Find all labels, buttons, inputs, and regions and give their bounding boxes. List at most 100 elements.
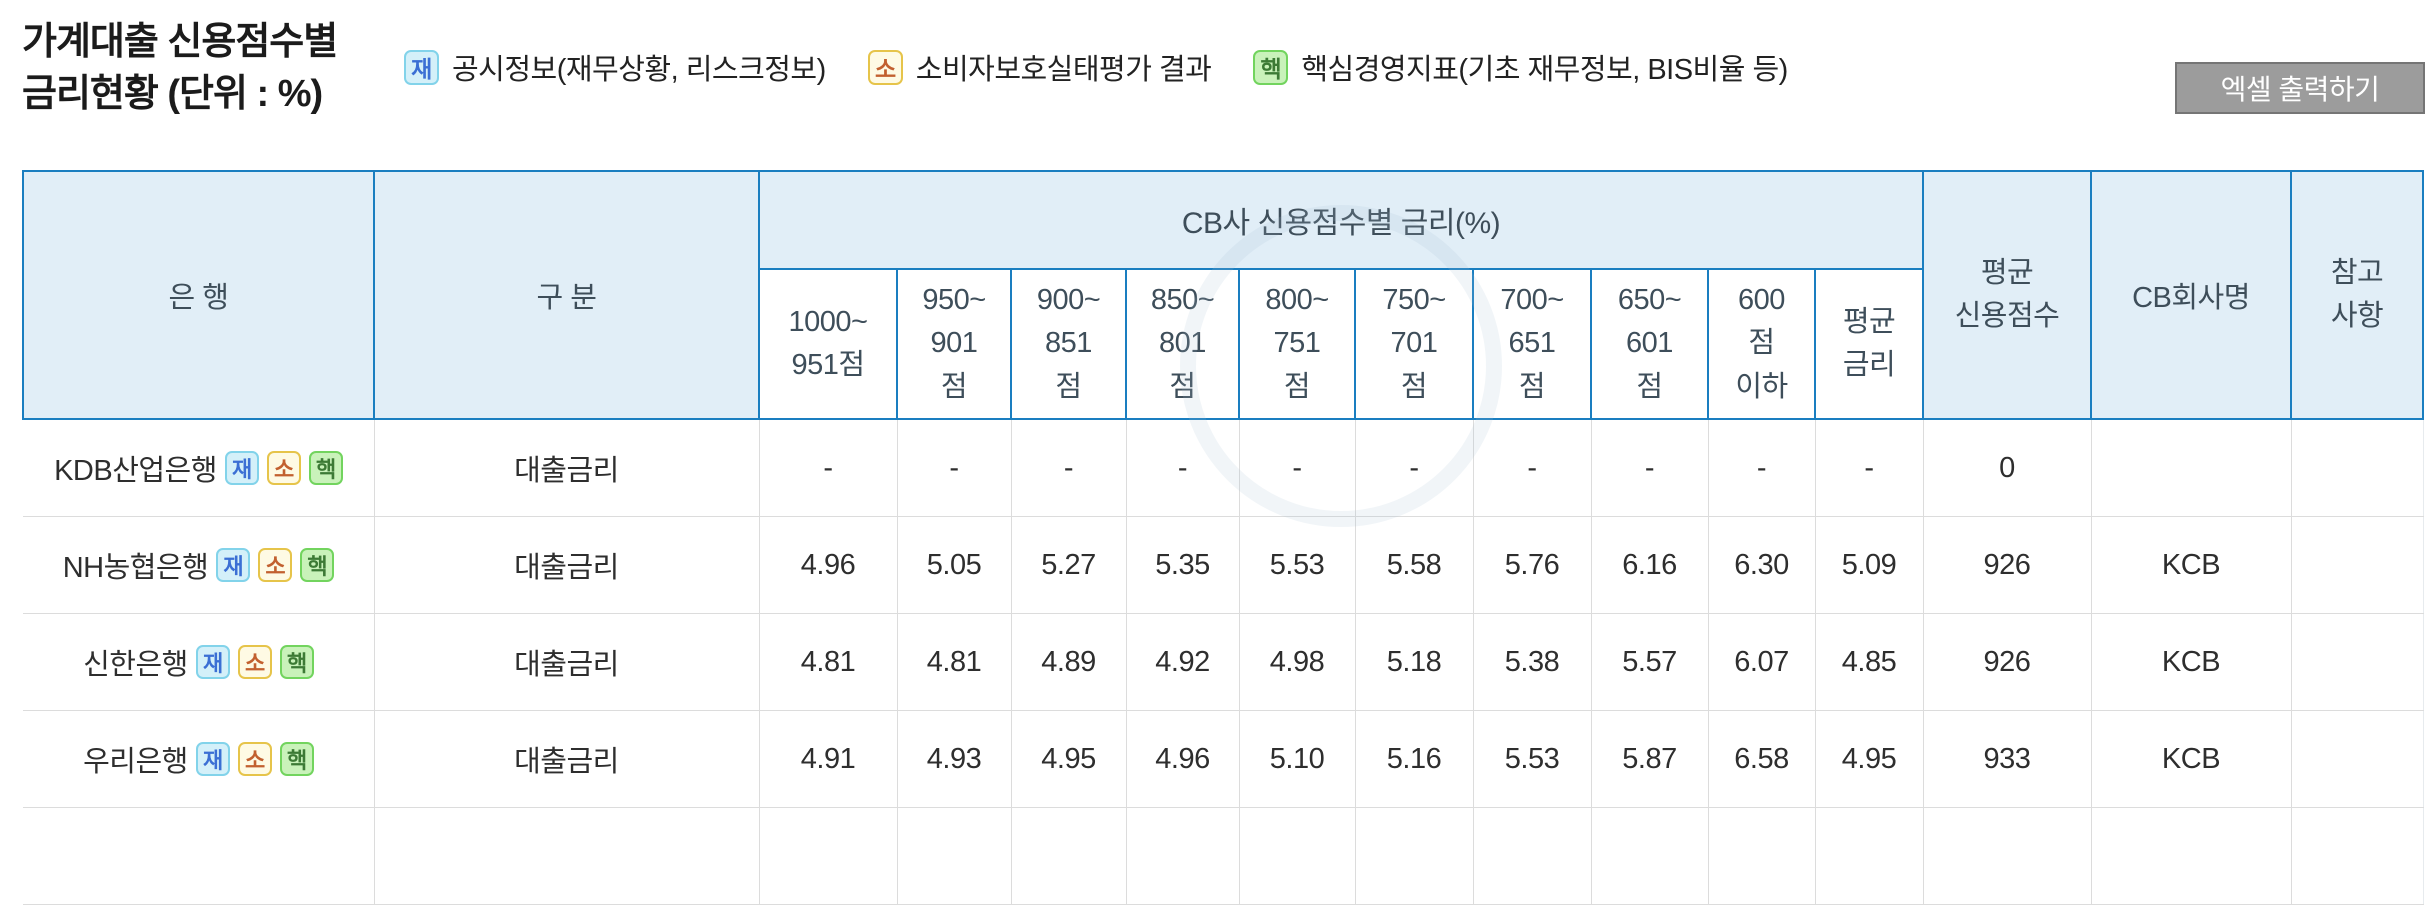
bank-name: 우리은행 (83, 746, 188, 778)
bank-badge-consumer-protection-icon[interactable]: 소 (266, 451, 301, 485)
table-header-score-row: 1000~ 951점 950~ 901 점 900~ 851 점 850~ 801 점… (23, 268, 2423, 420)
legend-item: 소 소비자보호실태평가 결과 (867, 46, 1212, 88)
table-row: 우리은행 재 소 핵 대출금리 4.91 4.93 4.95 4.96 5.10 5.16 5.53 5… (23, 710, 2424, 808)
col-header-score-range: 800~ 751 점 (1238, 268, 1356, 420)
legend-label: 소비자보호실태평가 결과 (915, 54, 1212, 86)
bank-name: NH농협은행 (62, 552, 209, 584)
bank-badge-financial-disclosure-icon[interactable]: 재 (216, 548, 251, 582)
bank-badge-key-management-indicators-icon[interactable]: 핵 (279, 742, 314, 776)
rate-cell: 4.96 (758, 516, 898, 614)
empty-cell (758, 807, 898, 905)
credit-score-rates-table: 은 행 구 분 CB사 신용점수별 금리(%) 평균 신용점수 CB회사명 참고… (22, 170, 2424, 905)
rate-cell: 6.30 (1707, 516, 1816, 614)
excel-export-button[interactable]: 엑셀 출력하기 (2175, 62, 2425, 114)
rate-cell: 6.58 (1707, 710, 1816, 808)
legend-label: 핵심경영지표(기초 재무정보, BIS비율 등) (1301, 54, 1788, 86)
rate-cell: 5.16 (1354, 710, 1474, 808)
empty-cell (1814, 807, 1924, 905)
rate-cell: 5.10 (1238, 710, 1356, 808)
note-cell (2290, 516, 2424, 614)
empty-cell (1125, 807, 1240, 905)
rate-cell: 4.96 (1125, 710, 1240, 808)
table-row: 신한은행 재 소 핵 대출금리 4.81 4.81 4.89 4.92 4.98 5.18 5.38 5… (23, 613, 2424, 711)
category-cell: 대출금리 (373, 516, 760, 614)
col-header-bank: 은 행 (22, 170, 375, 420)
bank-cell: 우리은행 재 소 핵 (23, 710, 375, 808)
table-row: KDB산업은행 재 소 핵 대출금리 - - - - - - - - - -0 (23, 418, 2424, 517)
bank-badge-consumer-protection-icon[interactable]: 소 (258, 548, 293, 582)
table-row: NH농협은행 재 소 핵 대출금리 4.96 5.05 5.27 5.35 5.53 5.58 5.7… (23, 516, 2424, 614)
empty-cell (2290, 807, 2424, 905)
rate-cell: 4.95 (1010, 710, 1127, 808)
note-cell (2290, 613, 2424, 711)
rate-cell: - (1814, 418, 1924, 517)
col-header-score-range: 850~ 801 점 (1125, 268, 1240, 420)
bank-name: 신한은행 (83, 649, 188, 681)
bank-badge-key-management-indicators-icon[interactable]: 핵 (300, 548, 335, 582)
bank-badge-key-management-indicators-icon[interactable]: 핵 (279, 645, 314, 679)
table-header: 은 행 구 분 CB사 신용점수별 금리(%) 평균 신용점수 CB회사명 참고… (22, 170, 2424, 420)
rate-cell: 4.92 (1125, 613, 1240, 711)
empty-cell (1472, 807, 1592, 905)
rate-cell: 4.91 (758, 710, 898, 808)
category-cell: 대출금리 (373, 710, 760, 808)
rate-cell: - (1125, 418, 1240, 517)
category-cell: 대출금리 (373, 613, 760, 711)
empty-cell (1354, 807, 1474, 905)
rate-cell: - (1238, 418, 1356, 517)
bank-badge-key-management-indicators-icon[interactable]: 핵 (308, 451, 343, 485)
avg-credit-score-cell: 926 (1922, 516, 2092, 614)
note-cell (2290, 710, 2424, 808)
col-header-avg-credit-score: 평균 신용점수 (1922, 170, 2092, 420)
rate-cell: - (1707, 418, 1816, 517)
cb-company-cell: KCB (2090, 710, 2292, 808)
col-header-score-range: 900~ 851 점 (1010, 268, 1127, 420)
category-cell: 대출금리 (373, 418, 760, 517)
col-header-score-range: 950~ 901 점 (896, 268, 1012, 420)
col-header-score-range: 600 점 이하 (1707, 268, 1816, 420)
rate-cell: 4.81 (896, 613, 1012, 711)
col-header-score-range: 750~ 701 점 (1354, 268, 1474, 420)
bank-badge-consumer-protection-icon[interactable]: 소 (237, 742, 272, 776)
rate-cell: - (1472, 418, 1592, 517)
bank-cell: NH농협은행 재 소 핵 (23, 516, 375, 614)
empty-cell (23, 807, 375, 905)
col-header-note: 참고 사항 (2290, 170, 2424, 420)
page-title: 가계대출 신용점수별 금리현황 (단위 : %) (22, 16, 338, 121)
empty-cell (373, 807, 760, 905)
col-header-score-range: 650~ 601 점 (1590, 268, 1709, 420)
rate-cell: 4.85 (1814, 613, 1924, 711)
rate-cell: 4.89 (1010, 613, 1127, 711)
empty-cell (1707, 807, 1816, 905)
col-header-score-range: 700~ 651 점 (1472, 268, 1592, 420)
bank-badge-financial-disclosure-icon[interactable]: 재 (195, 645, 230, 679)
col-group-header-cb-rates: CB사 신용점수별 금리(%) (758, 170, 1924, 270)
rate-cell: - (1354, 418, 1474, 517)
page-root: { "page": { "title_line1": "가계대출 신용점수별",… (22, 16, 2425, 905)
empty-cell (1590, 807, 1709, 905)
table-body: KDB산업은행 재 소 핵 대출금리 - - - - - - - - - -0 NH농협은행 재 소 핵 대출금리 4.… (23, 418, 2424, 905)
col-header-category: 구 분 (373, 170, 760, 420)
empty-cell (1238, 807, 1356, 905)
empty-cell (896, 807, 1012, 905)
bank-name: KDB산업은행 (54, 455, 217, 487)
rate-cell: 4.93 (896, 710, 1012, 808)
bank-cell: KDB산업은행 재 소 핵 (23, 418, 375, 517)
rate-cell: 4.81 (758, 613, 898, 711)
rate-cell: 4.98 (1238, 613, 1356, 711)
legend-badge-consumer-protection-icon: 소 (867, 49, 903, 85)
legend: 재 공시정보(재무상황, 리스크정보) 소 소비자보호실태평가 결과 핵 핵심경영지표(기… (404, 46, 1788, 88)
rate-cell: 5.87 (1590, 710, 1709, 808)
bank-badge-financial-disclosure-icon[interactable]: 재 (224, 451, 259, 485)
rate-cell: - (758, 418, 898, 517)
col-header-score-range: 1000~ 951점 (758, 268, 898, 420)
bank-cell: 신한은행 재 소 핵 (23, 613, 375, 711)
avg-credit-score-cell: 926 (1922, 613, 2092, 711)
empty-cell (1010, 807, 1127, 905)
bank-badge-financial-disclosure-icon[interactable]: 재 (195, 742, 230, 776)
empty-cell (1922, 807, 2092, 905)
col-header-cb-company: CB회사명 (2090, 170, 2292, 420)
rate-cell: 5.53 (1472, 710, 1592, 808)
table-row-partial (23, 807, 2424, 905)
bank-badge-consumer-protection-icon[interactable]: 소 (237, 645, 272, 679)
